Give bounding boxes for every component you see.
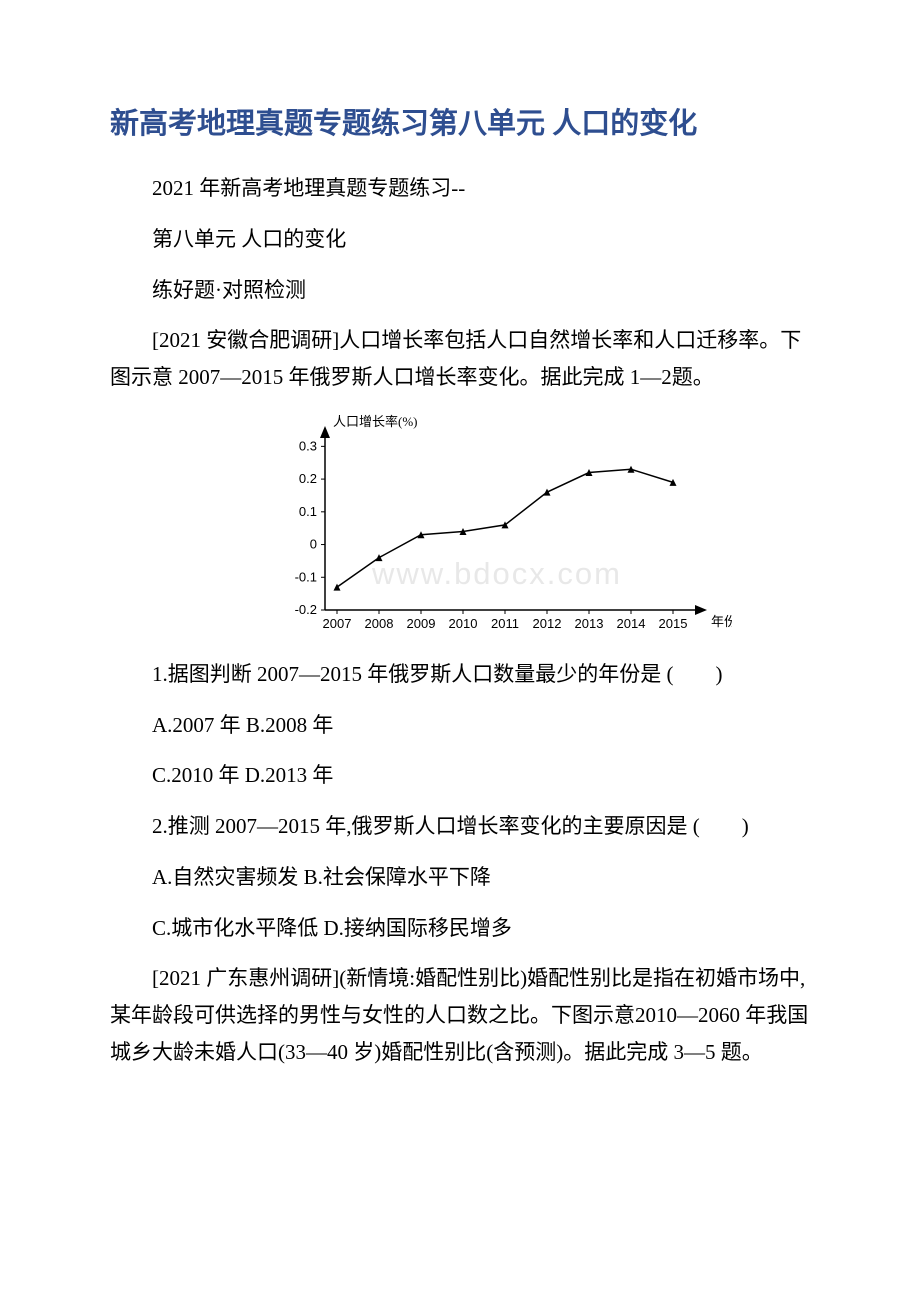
svg-text:2007: 2007 bbox=[323, 616, 352, 631]
svg-text:2008: 2008 bbox=[365, 616, 394, 631]
chart-svg: -0.2 -0.1 0 0.1 0.2 0.3 人口增长率(%) 2007 2008 2009 20… bbox=[252, 410, 732, 640]
question-1: 1.据图判断 2007—2015 年俄罗斯人口数量最少的年份是 ( ) bbox=[110, 656, 810, 693]
question-1-options-cd: C.2010 年 D.2013 年 bbox=[110, 757, 810, 794]
svg-text:2012: 2012 bbox=[533, 616, 562, 631]
intro-line-1: 2021 年新高考地理真题专题练习-- bbox=[110, 170, 810, 207]
intro-line-3: 练好题·对照检测 bbox=[110, 272, 810, 309]
svg-text:人口增长率(%): 人口增长率(%) bbox=[333, 414, 418, 429]
question-2-options-cd: C.城市化水平降低 D.接纳国际移民增多 bbox=[110, 910, 810, 947]
svg-text:0: 0 bbox=[310, 536, 317, 551]
svg-text:2009: 2009 bbox=[407, 616, 436, 631]
svg-text:2011: 2011 bbox=[491, 616, 519, 631]
svg-text:-0.2: -0.2 bbox=[295, 602, 317, 617]
growth-rate-chart: www.bdocx.com -0.2-0.100.10.20.3人口增长率(%)… bbox=[252, 410, 810, 640]
svg-text:0.1: 0.1 bbox=[299, 504, 317, 519]
svg-text:0.3: 0.3 bbox=[299, 438, 317, 453]
svg-text:0.2: 0.2 bbox=[299, 471, 317, 486]
passage-2: [2021 广东惠州调研](新情境:婚配性别比)婚配性别比是指在初婚市场中,某年… bbox=[110, 960, 810, 1070]
svg-text:2010: 2010 bbox=[449, 616, 478, 631]
passage-1: [2021 安徽合肥调研]人口增长率包括人口自然增长率和人口迁移率。下图示意 2… bbox=[110, 322, 810, 396]
svg-text:-0.1: -0.1 bbox=[295, 569, 317, 584]
svg-text:年份: 年份 bbox=[711, 614, 732, 629]
question-2-options-ab: A.自然灾害频发 B.社会保障水平下降 bbox=[110, 859, 810, 896]
question-1-options-ab: A.2007 年 B.2008 年 bbox=[110, 707, 810, 744]
svg-text:2013: 2013 bbox=[575, 616, 604, 631]
page-title: 新高考地理真题专题练习第八单元 人口的变化 bbox=[110, 100, 810, 142]
svg-text:2014: 2014 bbox=[617, 616, 646, 631]
intro-line-2: 第八单元 人口的变化 bbox=[110, 221, 810, 258]
question-2: 2.推测 2007—2015 年,俄罗斯人口增长率变化的主要原因是 ( ) bbox=[110, 808, 810, 845]
svg-text:2015: 2015 bbox=[659, 616, 688, 631]
